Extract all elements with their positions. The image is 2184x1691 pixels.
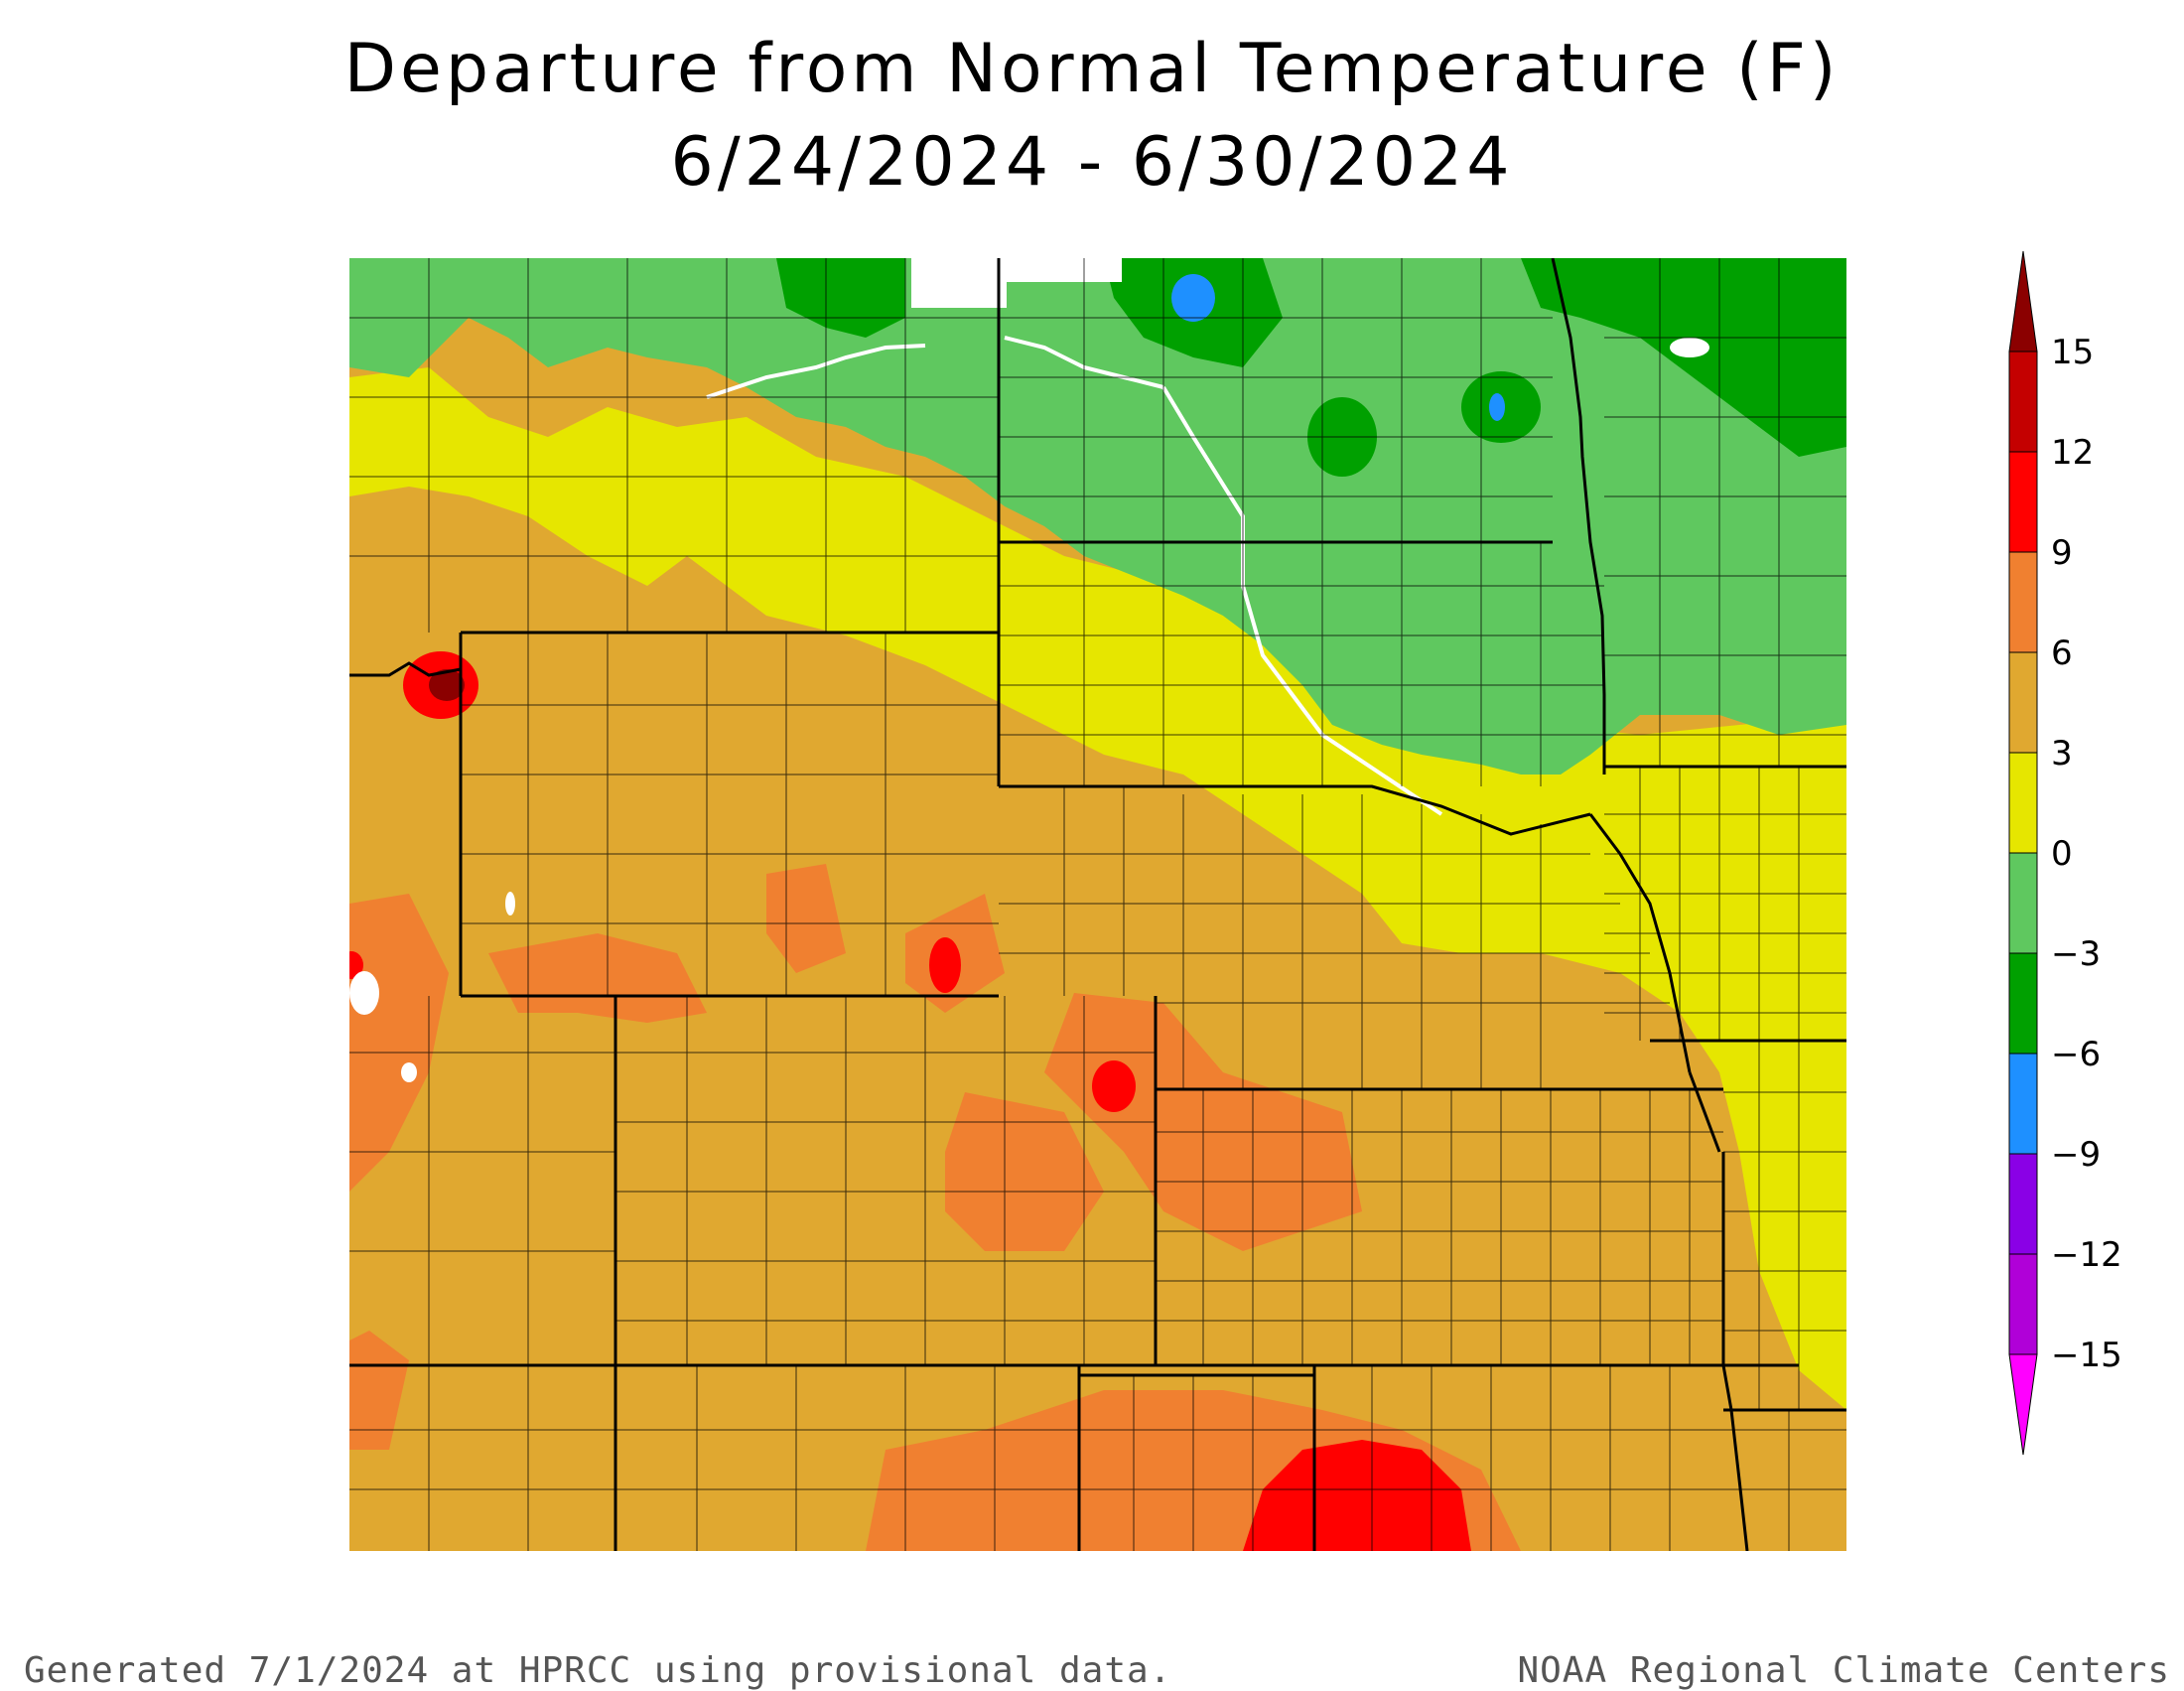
legend-color-bin: [2008, 1353, 2038, 1456]
red-anomaly-spot: [1092, 1060, 1136, 1112]
red-anomaly-region: [1243, 1440, 1471, 1551]
orange-anomaly-region: [945, 1092, 1104, 1251]
lake: [505, 892, 515, 916]
legend-color-bin: [2008, 1253, 2038, 1355]
legend-color-bin: [2008, 351, 2038, 453]
dark-red-anomaly-core: [429, 669, 465, 701]
legend-color-bin: [2008, 250, 2038, 352]
legend-color-bin: [2008, 752, 2038, 854]
legend-color-bin: [2008, 1053, 2038, 1155]
yellow-anomaly-region: [349, 367, 1846, 1410]
generation-note: Generated 7/1/2024 at HPRCC using provis…: [24, 1650, 1172, 1691]
source-credit: NOAA Regional Climate Centers: [1517, 1650, 2170, 1691]
legend-tick-label: 0: [2051, 834, 2073, 874]
legend-color-bin: [2008, 551, 2038, 653]
legend-tick-label: −3: [2051, 934, 2101, 974]
red-anomaly-spot: [349, 951, 363, 979]
legend-color-bin: [2008, 651, 2038, 754]
lake: [401, 1062, 417, 1082]
blue-anomaly-spot: [1171, 274, 1215, 322]
orange-anomaly-region: [488, 933, 707, 1023]
orange-anomaly-region: [349, 894, 449, 1192]
red-anomaly-spot: [929, 937, 961, 993]
county-borders: [349, 258, 1846, 1551]
legend-color-bin: [2008, 451, 2038, 553]
legend-tick-label: 9: [2051, 533, 2073, 573]
legend-tick-label: 6: [2051, 634, 2073, 673]
legend-tick-label: 12: [2051, 433, 2094, 473]
legend-color-bin: [2008, 852, 2038, 954]
legend-tick-label: −12: [2051, 1235, 2122, 1275]
no-data-area: [911, 258, 1007, 308]
color-scale-legend: 15 12 9 6 3 0 −3 −6 −9 −12 −15: [2008, 250, 2122, 1456]
legend-tick-label: −9: [2051, 1135, 2101, 1175]
dark-green-anomaly-region: [1521, 258, 1846, 457]
lake: [349, 971, 379, 1015]
temperature-departure-map: [349, 258, 1846, 1551]
blue-anomaly-spot: [1489, 393, 1505, 421]
date-range-subtitle: 6/24/2024 - 6/30/2024: [670, 123, 1514, 202]
legend-color-bin: [2008, 1153, 2038, 1255]
legend-tick-label: −15: [2051, 1336, 2122, 1375]
state-borders: [349, 258, 1846, 1551]
legend-color-bin: [2008, 952, 2038, 1055]
map-title: Departure from Normal Temperature (F): [343, 30, 1841, 108]
lake: [1670, 338, 1709, 357]
legend-tick-label: 3: [2051, 734, 2073, 774]
orange-anomaly-region: [349, 1331, 409, 1450]
legend-tick-label: 15: [2051, 333, 2094, 372]
no-data-area: [1001, 258, 1122, 282]
legend-tick-label: −6: [2051, 1035, 2101, 1074]
